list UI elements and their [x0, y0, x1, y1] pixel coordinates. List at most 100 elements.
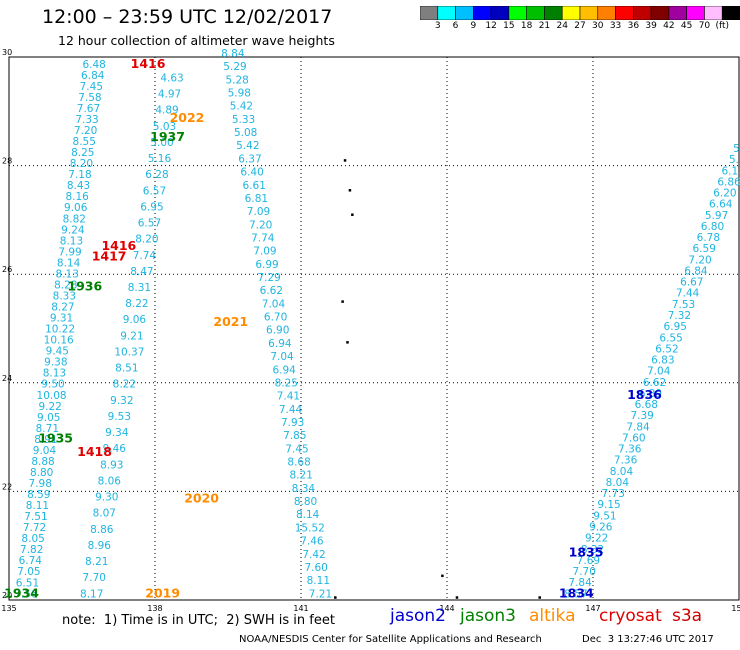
x-tick-label: 135	[1, 604, 16, 613]
swh-value: 5.29	[223, 61, 246, 73]
swh-value: 6.94	[272, 364, 296, 376]
scale-label: 39	[645, 21, 657, 31]
swh-value: 6.81	[245, 193, 268, 205]
swh-value: 8.25	[71, 147, 94, 159]
pass-time-label: 1937	[150, 129, 185, 144]
swh-value: 6.52	[655, 343, 678, 355]
swh-value: 6.94	[268, 338, 292, 350]
pass-time-label: 1836	[627, 387, 662, 402]
swh-value: 8.93	[100, 459, 123, 471]
swh-value: 8.25	[275, 377, 298, 389]
scale-swatch	[473, 6, 492, 20]
swh-value: 7.44	[676, 288, 700, 300]
swh-value: 6.68	[635, 399, 658, 411]
swh-value: 8.14	[296, 509, 320, 521]
swh-value: 9.45	[46, 346, 69, 358]
swh-value: 6.37	[238, 153, 261, 165]
swh-value: 5.98	[228, 88, 251, 100]
x-tick-label: 150	[731, 604, 740, 613]
swh-value: 7.04	[647, 366, 671, 378]
footer-timestamp: Dec 3 13:27:46 UTC 2017	[582, 634, 714, 645]
scale-swatch	[686, 6, 705, 20]
swh-value: 9.21	[120, 330, 143, 342]
pass-time-label: 2021	[213, 314, 248, 329]
swh-value: 6.70	[264, 312, 287, 324]
swh-value: 8.57	[564, 588, 587, 600]
swh-value: 10.08	[37, 390, 67, 402]
pass-time-label: 1418	[77, 444, 112, 459]
swh-value: 6.48	[82, 59, 105, 71]
swh-value: 7.20	[74, 125, 97, 137]
scale-swatch	[597, 6, 616, 20]
swh-value: 6.62	[643, 377, 666, 389]
swh-value: 6.83	[651, 355, 674, 367]
swh-value: 6.67	[680, 277, 703, 289]
scale-label: 9	[470, 21, 477, 31]
swh-value: 8.11	[26, 500, 49, 512]
y-tick-label: 30	[2, 48, 12, 57]
swh-value: 9.38	[44, 357, 67, 369]
swh-value: 8.21	[85, 556, 108, 568]
swh-value: 8.16	[65, 191, 89, 203]
legend-s3a: s3a	[672, 606, 703, 626]
scale-label: 70	[698, 21, 711, 31]
swh-value: 7.36	[614, 455, 638, 467]
swh-value: 6.78	[697, 232, 720, 244]
swh-value: 9.26	[589, 521, 613, 533]
scale-swatch	[633, 6, 652, 20]
swh-value: 8.80	[30, 467, 53, 479]
pass-time-label: 1934	[4, 585, 39, 600]
island-dot	[334, 596, 337, 599]
swh-value: 8.91	[34, 434, 57, 446]
scale-label: 18	[520, 21, 533, 31]
page-subtitle: 12 hour collection of altimeter wave hei…	[58, 33, 335, 48]
scale-label: 3	[434, 21, 441, 31]
swh-value: 5.00	[150, 137, 173, 149]
swh-value: 7.98	[29, 478, 52, 490]
swh-value: 8.47	[130, 266, 153, 278]
swh-value: 6.13	[721, 165, 740, 177]
scale-label: 27	[574, 21, 586, 31]
scale-swatch	[455, 6, 474, 20]
island-dot	[341, 300, 344, 303]
scale-label: 45	[680, 21, 693, 31]
scale-label: 42	[663, 21, 675, 31]
swh-value: 8.51	[115, 363, 138, 375]
swh-value: 9.06	[123, 314, 147, 326]
swh-value: 7.67	[77, 103, 100, 115]
scale-label: 21	[538, 21, 551, 31]
swh-value: 8.21	[290, 470, 313, 482]
swh-value: 7.05	[17, 566, 40, 578]
swh-value: 7.20	[688, 254, 711, 266]
swh-value: 8.20	[70, 158, 93, 170]
color-scale-bar	[420, 6, 740, 20]
pass-time-label: 1834	[559, 585, 594, 600]
swh-value: 7.20	[249, 219, 272, 231]
swh-value: 7.41	[277, 391, 300, 403]
y-tick-label: 24	[2, 374, 12, 383]
swh-value: 8.22	[125, 298, 148, 310]
swh-value: 6.86	[717, 176, 740, 188]
swh-value: 8.80	[294, 496, 317, 508]
swh-value: 8.32	[581, 544, 604, 556]
scale-swatch	[579, 6, 599, 20]
swh-value: 7.45	[80, 81, 103, 93]
pass-time-label: 2020	[184, 490, 219, 505]
swh-value: 9.22	[38, 401, 61, 413]
swh-value: 9.34	[105, 427, 129, 439]
swh-value: 10.37	[114, 346, 144, 358]
swh-value: 6.64	[709, 199, 733, 211]
swh-value: 6.74	[19, 555, 43, 567]
swh-value: 7.60	[622, 432, 645, 444]
swh-value: 8.96	[88, 540, 112, 552]
pass-time-label: 1416	[131, 56, 166, 71]
scale-swatch	[420, 6, 439, 20]
swh-value: 8.17	[80, 588, 103, 600]
swh-value: 8.13	[60, 235, 83, 247]
swh-value: 6.62	[260, 285, 283, 297]
swh-value: 7.45	[285, 443, 308, 455]
swh-value: 10.22	[45, 324, 75, 336]
swh-value: 7.73	[602, 488, 625, 500]
swh-value: 7.60	[304, 562, 327, 574]
swh-value: 6.95	[140, 201, 163, 213]
